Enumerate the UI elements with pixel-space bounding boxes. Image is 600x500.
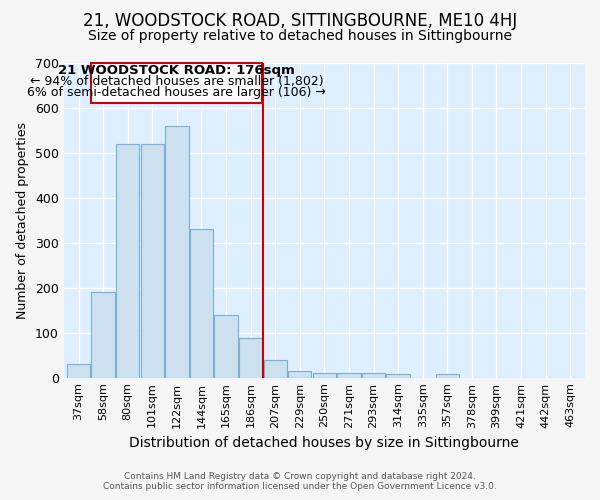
Bar — [140, 144, 164, 378]
Bar — [362, 373, 385, 378]
Text: Contains HM Land Registry data © Crown copyright and database right 2024.
Contai: Contains HM Land Registry data © Crown c… — [103, 472, 497, 491]
Text: Size of property relative to detached houses in Sittingbourne: Size of property relative to detached ho… — [88, 29, 512, 43]
Bar — [313, 373, 336, 378]
X-axis label: Distribution of detached houses by size in Sittingbourne: Distribution of detached houses by size … — [130, 436, 520, 450]
Bar — [337, 373, 361, 378]
Text: 21 WOODSTOCK ROAD: 176sqm: 21 WOODSTOCK ROAD: 176sqm — [58, 64, 295, 76]
Bar — [288, 372, 311, 378]
Bar — [239, 338, 262, 378]
Bar — [436, 374, 459, 378]
FancyBboxPatch shape — [91, 62, 262, 103]
Bar — [386, 374, 410, 378]
Text: ← 94% of detached houses are smaller (1,802): ← 94% of detached houses are smaller (1,… — [30, 75, 323, 88]
Text: 21, WOODSTOCK ROAD, SITTINGBOURNE, ME10 4HJ: 21, WOODSTOCK ROAD, SITTINGBOURNE, ME10 … — [83, 12, 517, 30]
Bar — [91, 292, 115, 378]
Y-axis label: Number of detached properties: Number of detached properties — [16, 122, 29, 318]
Bar — [263, 360, 287, 378]
Bar — [190, 229, 213, 378]
Bar — [67, 364, 90, 378]
Text: 6% of semi-detached houses are larger (106) →: 6% of semi-detached houses are larger (1… — [27, 86, 326, 99]
Bar — [214, 314, 238, 378]
Bar — [116, 144, 139, 378]
Bar — [165, 126, 188, 378]
